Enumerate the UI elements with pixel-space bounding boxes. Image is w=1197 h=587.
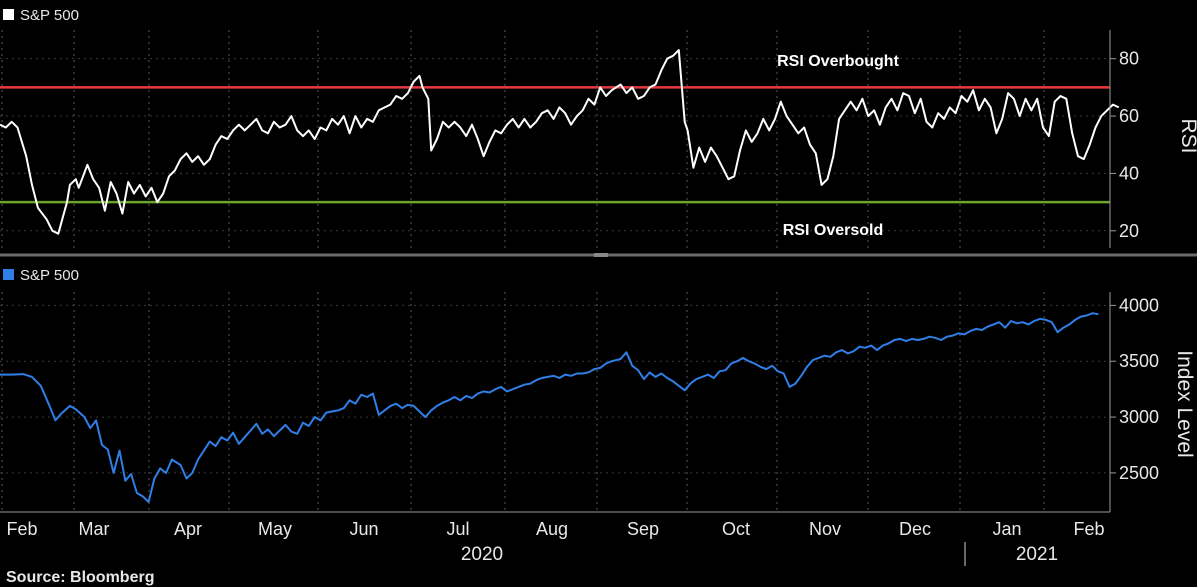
rsi-y-ticks: 20 40 60 80 (1110, 49, 1139, 241)
panel-divider-handle[interactable] (594, 253, 608, 257)
x-tick-label: Feb (1073, 519, 1104, 539)
x-tick-label: Sep (627, 519, 659, 539)
index-y-tick-label: 4000 (1119, 295, 1159, 315)
index-y-axis-title: Index Level (1173, 350, 1196, 457)
x-axis-month-labels: Feb Mar Apr May Jun Jul Aug Sep Oct Nov Dec Jan Feb (6, 519, 1104, 539)
source-note: Source: Bloomberg (6, 569, 154, 586)
x-tick-label: Dec (899, 519, 931, 539)
rsi-oversold-label: RSI Oversold (783, 222, 883, 239)
rsi-overbought-label: RSI Overbought (777, 53, 899, 70)
index-gridlines (0, 292, 1111, 512)
x-tick-label: Jan (992, 519, 1021, 539)
x-tick-label: Jul (446, 519, 469, 539)
index-y-tick-label: 3000 (1119, 407, 1159, 427)
x-tick-label: Feb (6, 519, 37, 539)
rsi-y-tick-label: 20 (1119, 221, 1139, 241)
rsi-y-tick-label: 60 (1119, 106, 1139, 126)
index-y-tick-label: 2500 (1119, 463, 1159, 483)
index-y-ticks: 2500 3000 3500 4000 (1110, 295, 1159, 483)
rsi-y-tick-label: 40 (1119, 163, 1139, 183)
year-label-2021: 2021 (1016, 544, 1058, 565)
year-label-2020: 2020 (461, 544, 503, 565)
index-panel: S&P 500 2500 3000 3500 4000 Index Level (0, 267, 1196, 512)
x-tick-label: Aug (536, 519, 568, 539)
x-tick-label: Apr (174, 519, 202, 539)
x-tick-label: Nov (809, 519, 841, 539)
x-tick-label: Mar (79, 519, 110, 539)
index-legend-swatch (3, 269, 14, 280)
rsi-y-tick-label: 80 (1119, 49, 1139, 69)
index-series-line (0, 312, 1099, 503)
x-tick-label: Jun (349, 519, 378, 539)
x-tick-label: May (258, 519, 292, 539)
index-y-tick-label: 3500 (1119, 351, 1159, 371)
rsi-panel: S&P 500 RSI Overbought RSI Oversold 20 40… (0, 7, 1197, 248)
rsi-legend-swatch (3, 9, 14, 20)
x-tick-label: Oct (722, 519, 750, 539)
rsi-y-axis-title: RSI (1177, 118, 1197, 153)
rsi-series-line (0, 49, 1120, 235)
index-legend-label: S&P 500 (20, 267, 79, 284)
rsi-legend-label: S&P 500 (20, 7, 79, 24)
